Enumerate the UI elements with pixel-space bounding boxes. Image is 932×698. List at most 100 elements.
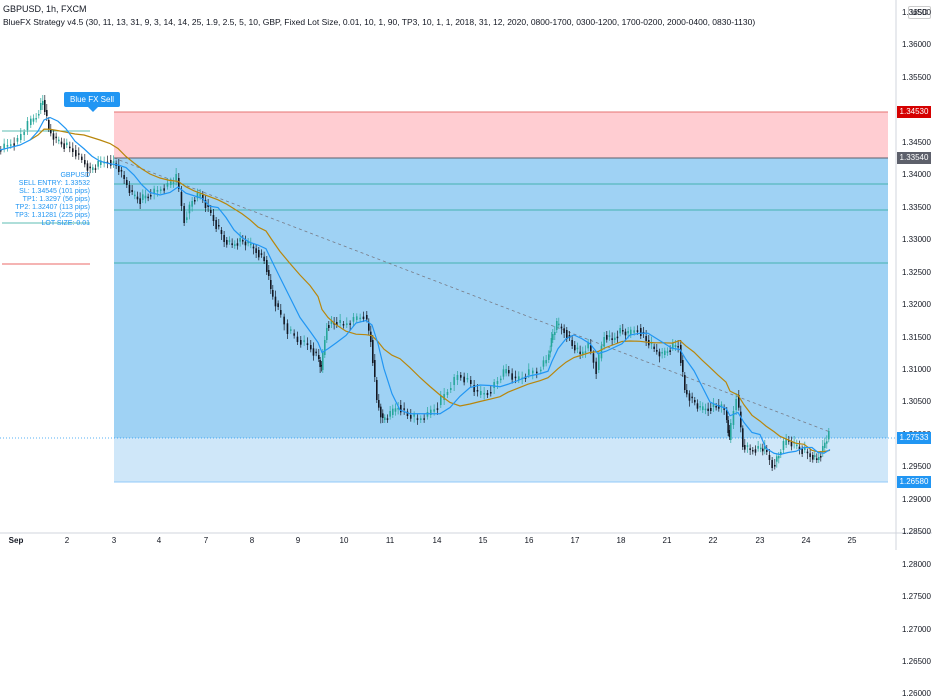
candle-body bbox=[0, 150, 2, 152]
candle-body bbox=[228, 240, 231, 242]
candle-body bbox=[153, 188, 155, 194]
candle-body bbox=[94, 168, 97, 170]
candle-body bbox=[16, 138, 19, 142]
time-tick: 21 bbox=[662, 536, 672, 545]
candle-body bbox=[600, 345, 603, 359]
candle-body bbox=[718, 405, 720, 409]
sell-signal-label[interactable]: Blue FX Sell bbox=[64, 92, 120, 112]
price-tick: 1.26000 bbox=[902, 689, 931, 698]
candle-body bbox=[446, 392, 449, 395]
candle-body bbox=[26, 121, 29, 130]
candle-body bbox=[579, 351, 581, 354]
price-tick: 1.34500 bbox=[902, 137, 931, 147]
candle-body bbox=[58, 139, 60, 142]
candle-body bbox=[92, 167, 94, 170]
ema-slow-line bbox=[29, 128, 831, 453]
candle-body bbox=[78, 153, 80, 155]
candle-body bbox=[126, 180, 128, 185]
candle-body bbox=[160, 189, 162, 191]
candle-body bbox=[508, 370, 510, 374]
candle-body bbox=[359, 317, 361, 320]
candle-body bbox=[433, 409, 435, 412]
candle-body bbox=[236, 243, 239, 246]
candle-body bbox=[682, 360, 684, 372]
candle-body bbox=[413, 414, 415, 417]
candle-body bbox=[576, 347, 579, 350]
price-tick: 1.36000 bbox=[902, 40, 931, 50]
candle-body bbox=[430, 409, 432, 415]
candle-body bbox=[460, 375, 462, 378]
currency-button[interactable]: USD bbox=[908, 6, 931, 19]
candle-body bbox=[84, 160, 86, 165]
trend-line bbox=[113, 157, 831, 433]
candle-body bbox=[247, 241, 249, 244]
signal-pair: GBPUSD bbox=[60, 172, 90, 179]
candle-body bbox=[450, 388, 452, 390]
candle-body bbox=[372, 340, 374, 363]
price-tick: 1.28500 bbox=[902, 527, 931, 537]
candle-body bbox=[466, 378, 469, 380]
candle-body bbox=[574, 345, 576, 351]
candle-body bbox=[582, 351, 584, 355]
candle-body bbox=[728, 430, 731, 437]
candle-body bbox=[809, 453, 811, 457]
candle-body bbox=[403, 408, 405, 410]
candle-body bbox=[785, 439, 787, 445]
candle-body bbox=[669, 350, 671, 352]
signal-sell-entry: SELL ENTRY: 1.33532 bbox=[18, 180, 90, 187]
candle-body bbox=[757, 446, 759, 449]
candle-body bbox=[702, 406, 704, 410]
candle-body bbox=[584, 351, 587, 353]
candle-body bbox=[42, 101, 44, 105]
candle-body bbox=[502, 369, 505, 377]
candle-body bbox=[400, 405, 402, 413]
entry-price-label: 1.33540 bbox=[897, 152, 931, 164]
candle-body bbox=[378, 400, 380, 408]
candle-body bbox=[336, 322, 338, 325]
price-tick: 1.33000 bbox=[902, 235, 931, 245]
candle-body bbox=[242, 240, 244, 242]
candle-body bbox=[595, 361, 597, 374]
price-tick: 1.32500 bbox=[902, 267, 931, 277]
time-tick: 2 bbox=[64, 536, 70, 545]
time-tick: 24 bbox=[801, 536, 811, 545]
candle-body bbox=[742, 428, 744, 447]
candle-body bbox=[710, 408, 712, 411]
price-tick: 1.31000 bbox=[902, 364, 931, 374]
candle-body bbox=[252, 246, 255, 249]
candle-body bbox=[598, 354, 600, 370]
candle-body bbox=[380, 406, 382, 418]
candle-body bbox=[318, 355, 320, 359]
candle-body bbox=[473, 385, 475, 392]
candle-body bbox=[542, 360, 545, 367]
candle-body bbox=[824, 442, 826, 448]
candle-body bbox=[691, 396, 693, 399]
price-tick: 1.32000 bbox=[902, 300, 931, 310]
candle-body bbox=[220, 230, 223, 234]
candle-body bbox=[650, 342, 653, 345]
candle-body bbox=[754, 449, 757, 453]
candle-body bbox=[392, 408, 394, 415]
price-chart[interactable] bbox=[0, 0, 932, 550]
candle-body bbox=[818, 457, 820, 460]
candle-body bbox=[666, 351, 669, 353]
indicator-legend[interactable]: BlueFX Strategy v4.5 (30, 11, 13, 31, 9,… bbox=[3, 17, 756, 27]
time-tick: 22 bbox=[708, 536, 718, 545]
candle-body bbox=[420, 418, 422, 420]
candle-body bbox=[606, 335, 608, 340]
candle-body bbox=[603, 337, 605, 347]
candle-body bbox=[416, 418, 419, 420]
time-tick: 11 bbox=[385, 536, 395, 545]
candle-body bbox=[476, 390, 479, 392]
candle-body bbox=[319, 360, 321, 367]
candle-body bbox=[566, 330, 568, 339]
candle-body bbox=[166, 183, 169, 187]
candle-body bbox=[339, 320, 341, 323]
candle-body bbox=[732, 411, 735, 425]
candle-body bbox=[231, 243, 233, 245]
candle-body bbox=[496, 381, 499, 384]
candle-body bbox=[296, 336, 299, 342]
candle-body bbox=[52, 133, 55, 140]
candle-body bbox=[483, 393, 485, 395]
candle-body bbox=[782, 441, 785, 450]
